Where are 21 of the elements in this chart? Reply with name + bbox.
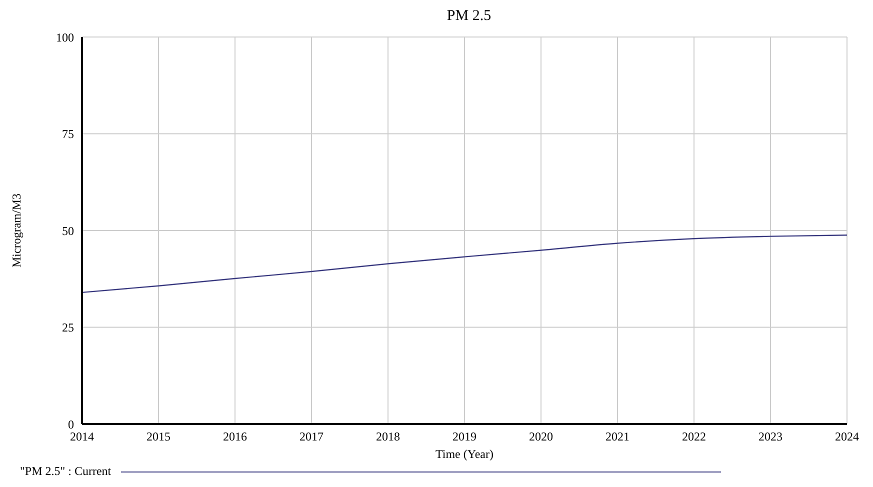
y-tick-label: 25	[62, 320, 74, 335]
x-tick-label: 2021	[606, 430, 630, 444]
x-tick-label: 2023	[758, 430, 782, 444]
x-tick-label: 2019	[452, 430, 476, 444]
x-tick-label: 2020	[529, 430, 553, 444]
x-axis-title: Time (Year)	[435, 447, 494, 461]
x-tick-label: 2016	[223, 430, 247, 444]
x-tick-label: 2017	[300, 430, 324, 444]
x-tick-label: 2018	[376, 430, 400, 444]
y-tick-label: 100	[56, 30, 74, 44]
y-axis-title: Microgram/M3	[9, 194, 24, 268]
x-tick-label: 2014	[70, 430, 94, 444]
x-tick-label: 2015	[146, 430, 170, 444]
chart-title: PM 2.5	[446, 8, 492, 25]
x-tick-label: 2024	[835, 430, 859, 444]
line-series	[82, 234, 847, 294]
y-tick-label: 50	[62, 224, 74, 238]
y-tick-label: 75	[62, 127, 74, 142]
text: "PM 2.5" : Current	[20, 464, 112, 479]
x-tick-label: 2022	[682, 430, 706, 444]
y-tick-label: 0	[68, 417, 74, 432]
